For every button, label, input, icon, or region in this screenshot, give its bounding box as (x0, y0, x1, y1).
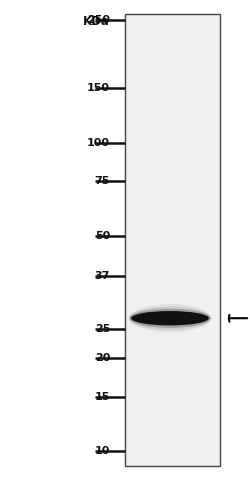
Ellipse shape (129, 309, 211, 328)
Ellipse shape (131, 311, 209, 325)
Ellipse shape (129, 306, 211, 330)
Text: 10: 10 (94, 446, 110, 456)
Text: KDa: KDa (83, 15, 110, 28)
Text: 150: 150 (87, 83, 110, 93)
Text: 100: 100 (87, 138, 110, 147)
Text: 20: 20 (94, 353, 110, 363)
Text: 50: 50 (95, 230, 110, 240)
Text: 75: 75 (94, 176, 110, 186)
Text: 37: 37 (94, 271, 110, 281)
Ellipse shape (129, 304, 211, 333)
FancyBboxPatch shape (125, 14, 220, 466)
Text: 250: 250 (87, 15, 110, 24)
Text: 25: 25 (94, 324, 110, 334)
Text: 15: 15 (94, 392, 110, 402)
